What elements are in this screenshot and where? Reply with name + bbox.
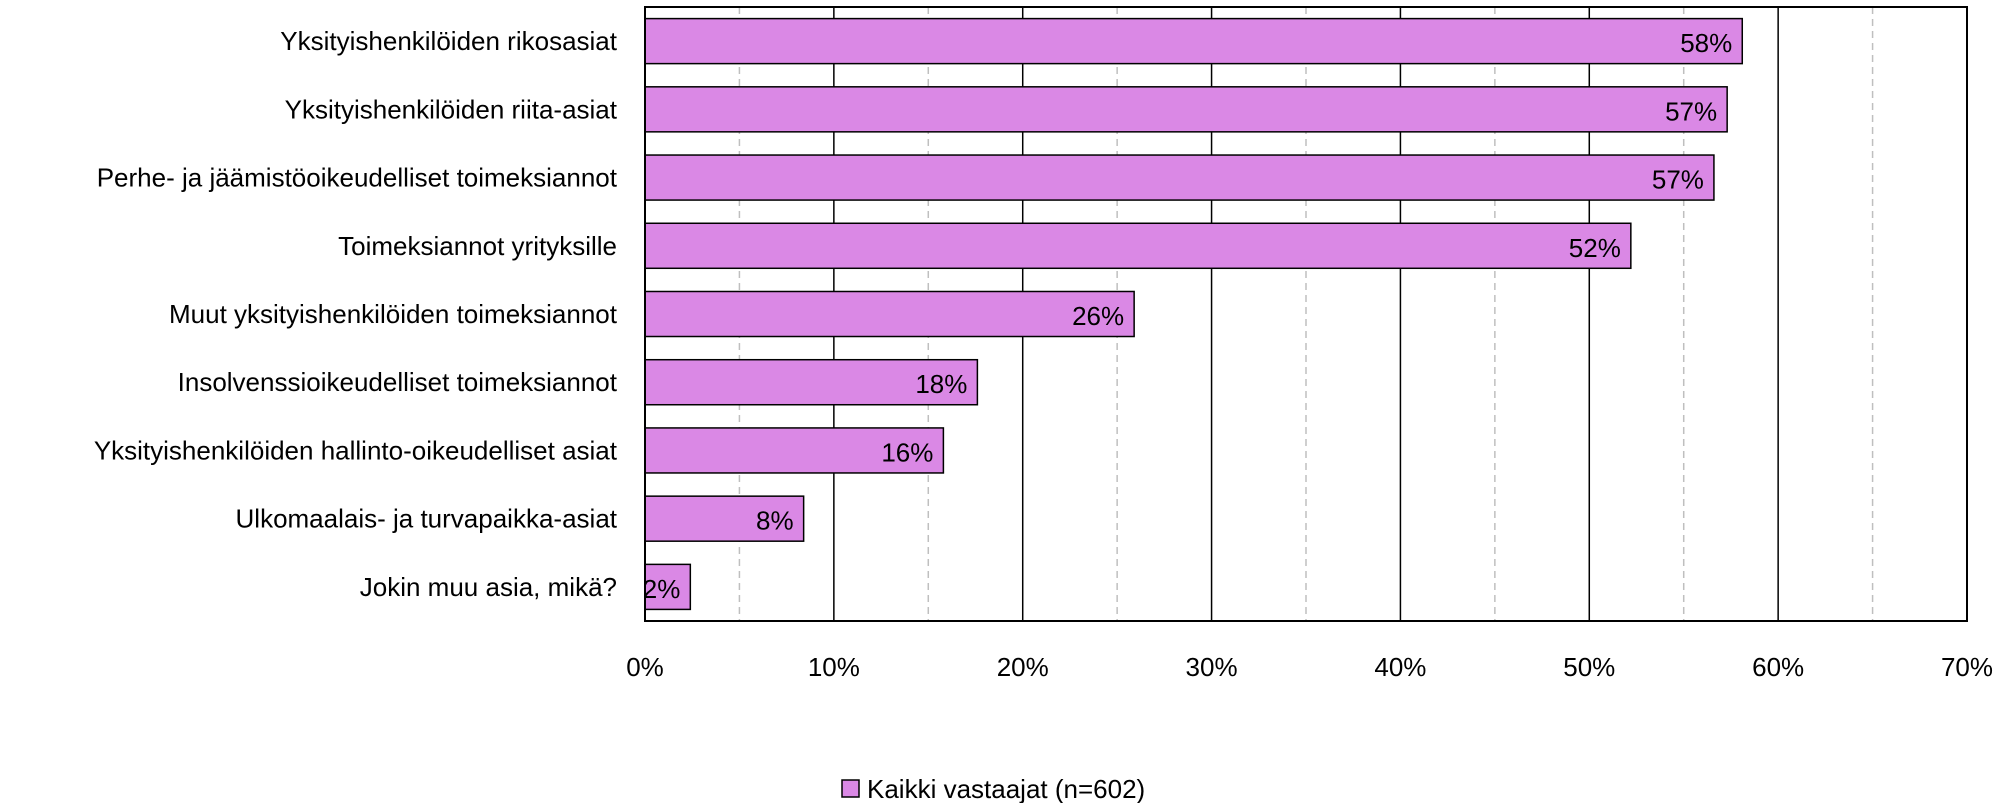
bar <box>644 495 805 542</box>
legend-swatch <box>841 779 860 798</box>
category-label: Yksityishenkilöiden riita-asiat <box>285 94 618 124</box>
bar <box>644 427 945 474</box>
category-label: Yksityishenkilöiden hallinto-oikeudellis… <box>94 435 618 465</box>
category-label: Muut yksityishenkilöiden toimeksiannot <box>169 299 618 329</box>
category-label: Perhe- ja jäämistöoikeudelliset toimeksi… <box>97 163 618 193</box>
x-tick-label: 10% <box>808 652 860 682</box>
data-label: 18% <box>915 369 967 399</box>
bar <box>644 86 1728 133</box>
bar <box>644 154 1715 201</box>
x-tick-label: 60% <box>1752 652 1804 682</box>
plot-area-frame <box>644 6 1968 622</box>
x-tick-label: 40% <box>1374 652 1426 682</box>
data-label: 2% <box>643 574 681 604</box>
bar <box>644 290 1135 338</box>
category-label: Toimeksiannot yrityksille <box>338 231 617 261</box>
legend-label: Kaikki vastaajat (n=602) <box>867 774 1145 803</box>
x-axis-tick-labels: 0% 10% 20% 30% 40% 50% 60% 70% <box>626 652 1993 682</box>
x-tick-label: 70% <box>1941 652 1993 682</box>
x-tick-label: 50% <box>1563 652 1615 682</box>
legend: Kaikki vastaajat (n=602) <box>841 774 1145 803</box>
data-labels: 58% 57% 57% 52% 26% 18% 16% 8% 2% <box>643 28 1733 604</box>
data-label: 8% <box>756 506 794 536</box>
x-tick-label: 30% <box>1186 652 1238 682</box>
data-label: 16% <box>881 437 933 467</box>
bars <box>644 17 1744 611</box>
category-label: Jokin muu asia, mikä? <box>360 572 617 602</box>
category-labels: Yksityishenkilöiden rikosasiat Yksityishe… <box>94 26 618 602</box>
data-label: 26% <box>1072 301 1124 331</box>
category-label: Insolvenssioikeudelliset toimeksiannot <box>178 367 618 397</box>
bar <box>644 17 1744 65</box>
bar <box>644 222 1632 270</box>
data-label: 52% <box>1569 233 1621 263</box>
x-tick-label: 0% <box>626 652 664 682</box>
x-tick-label: 20% <box>997 652 1049 682</box>
data-label: 57% <box>1652 165 1704 195</box>
data-label: 58% <box>1680 28 1732 58</box>
data-label: 57% <box>1665 96 1717 126</box>
category-label: Yksityishenkilöiden rikosasiat <box>280 26 617 56</box>
category-label: Ulkomaalais- ja turvapaikka-asiat <box>236 504 618 534</box>
